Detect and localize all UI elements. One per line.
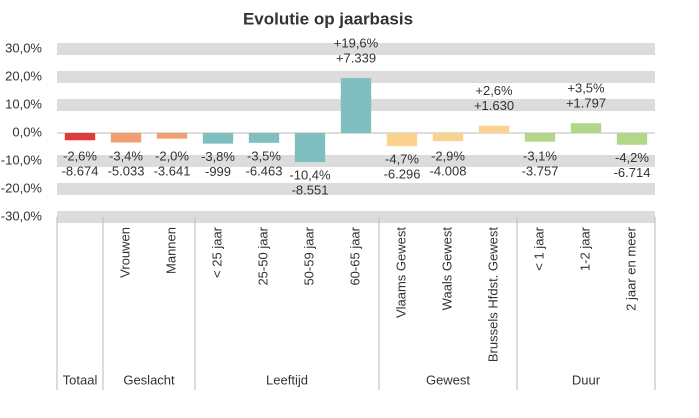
value-label: -3,4% [109, 148, 143, 163]
count-label: -8.674 [62, 163, 99, 178]
value-label: +3,5% [567, 81, 605, 96]
bar [64, 133, 96, 141]
group-label: Leeftijd [266, 372, 308, 387]
bar [202, 133, 234, 144]
bar [294, 133, 326, 163]
count-label: -4.008 [430, 163, 467, 178]
value-label: -4,2% [615, 150, 649, 165]
count-label: +1.630 [474, 98, 514, 113]
bar [248, 133, 280, 143]
bar [524, 133, 556, 142]
y-tick-label: 20,0% [5, 68, 42, 83]
bar [156, 133, 188, 139]
x-tick-label: 2 jaar en meer [623, 226, 638, 310]
value-label: -2,0% [155, 148, 189, 163]
count-label: -999 [205, 164, 231, 179]
value-label: +2,6% [475, 83, 513, 98]
value-label: -3,1% [523, 148, 557, 163]
count-label: -3.757 [522, 163, 559, 178]
x-tick-label: 50-59 jaar [301, 226, 316, 285]
count-label: -5.033 [108, 163, 145, 178]
bar [110, 133, 142, 143]
x-tick-label: Mannen [163, 227, 178, 274]
bar [570, 123, 602, 133]
y-tick-label: -10,0% [1, 152, 43, 167]
count-label: -6.714 [614, 165, 651, 180]
bar [432, 133, 464, 142]
value-label: -3,8% [201, 149, 235, 164]
x-tick-label: 1-2 jaar [577, 226, 592, 271]
chart-title: Evolutie op jaarbasis [243, 9, 413, 28]
x-tick-label: < 25 jaar [209, 226, 224, 278]
group-label: Geslacht [123, 372, 175, 387]
bar [340, 78, 372, 133]
x-tick-label: Waals Gewest [439, 227, 454, 311]
y-tick-label: 30,0% [5, 40, 42, 55]
y-tick-label: -20,0% [1, 180, 43, 195]
x-tick-label: 60-65 jaar [347, 226, 362, 285]
count-label: -6.296 [384, 167, 421, 182]
count-label: +1.797 [566, 96, 606, 111]
y-tick-label: 0,0% [12, 124, 42, 139]
y-tick-label: -30,0% [1, 208, 43, 223]
count-label: -8.551 [292, 183, 329, 198]
value-label: -4,7% [385, 152, 419, 167]
count-label: -6.463 [246, 163, 283, 178]
count-label: +7.339 [336, 51, 376, 66]
value-label: -10,4% [289, 168, 331, 183]
x-tick-label: 25-50 jaar [255, 226, 270, 285]
group-label: Gewest [426, 372, 470, 387]
group-label: Totaal [63, 372, 98, 387]
bar [386, 133, 418, 147]
bar [616, 133, 648, 145]
x-tick-label: < 1 jaar [531, 226, 546, 270]
x-tick-label: Vrouwen [117, 227, 132, 278]
value-label: -3,5% [247, 148, 281, 163]
value-label: +19,6% [334, 36, 379, 51]
x-tick-label: Brussels Hfdst. Gewest [485, 227, 500, 362]
bar [478, 125, 510, 133]
y-tick-label: 10,0% [5, 96, 42, 111]
count-label: -3.641 [154, 163, 191, 178]
x-tick-label: Vlaams Gewest [393, 227, 408, 318]
group-label: Duur [572, 372, 601, 387]
value-label: -2,6% [63, 148, 97, 163]
value-label: -2,9% [431, 148, 465, 163]
